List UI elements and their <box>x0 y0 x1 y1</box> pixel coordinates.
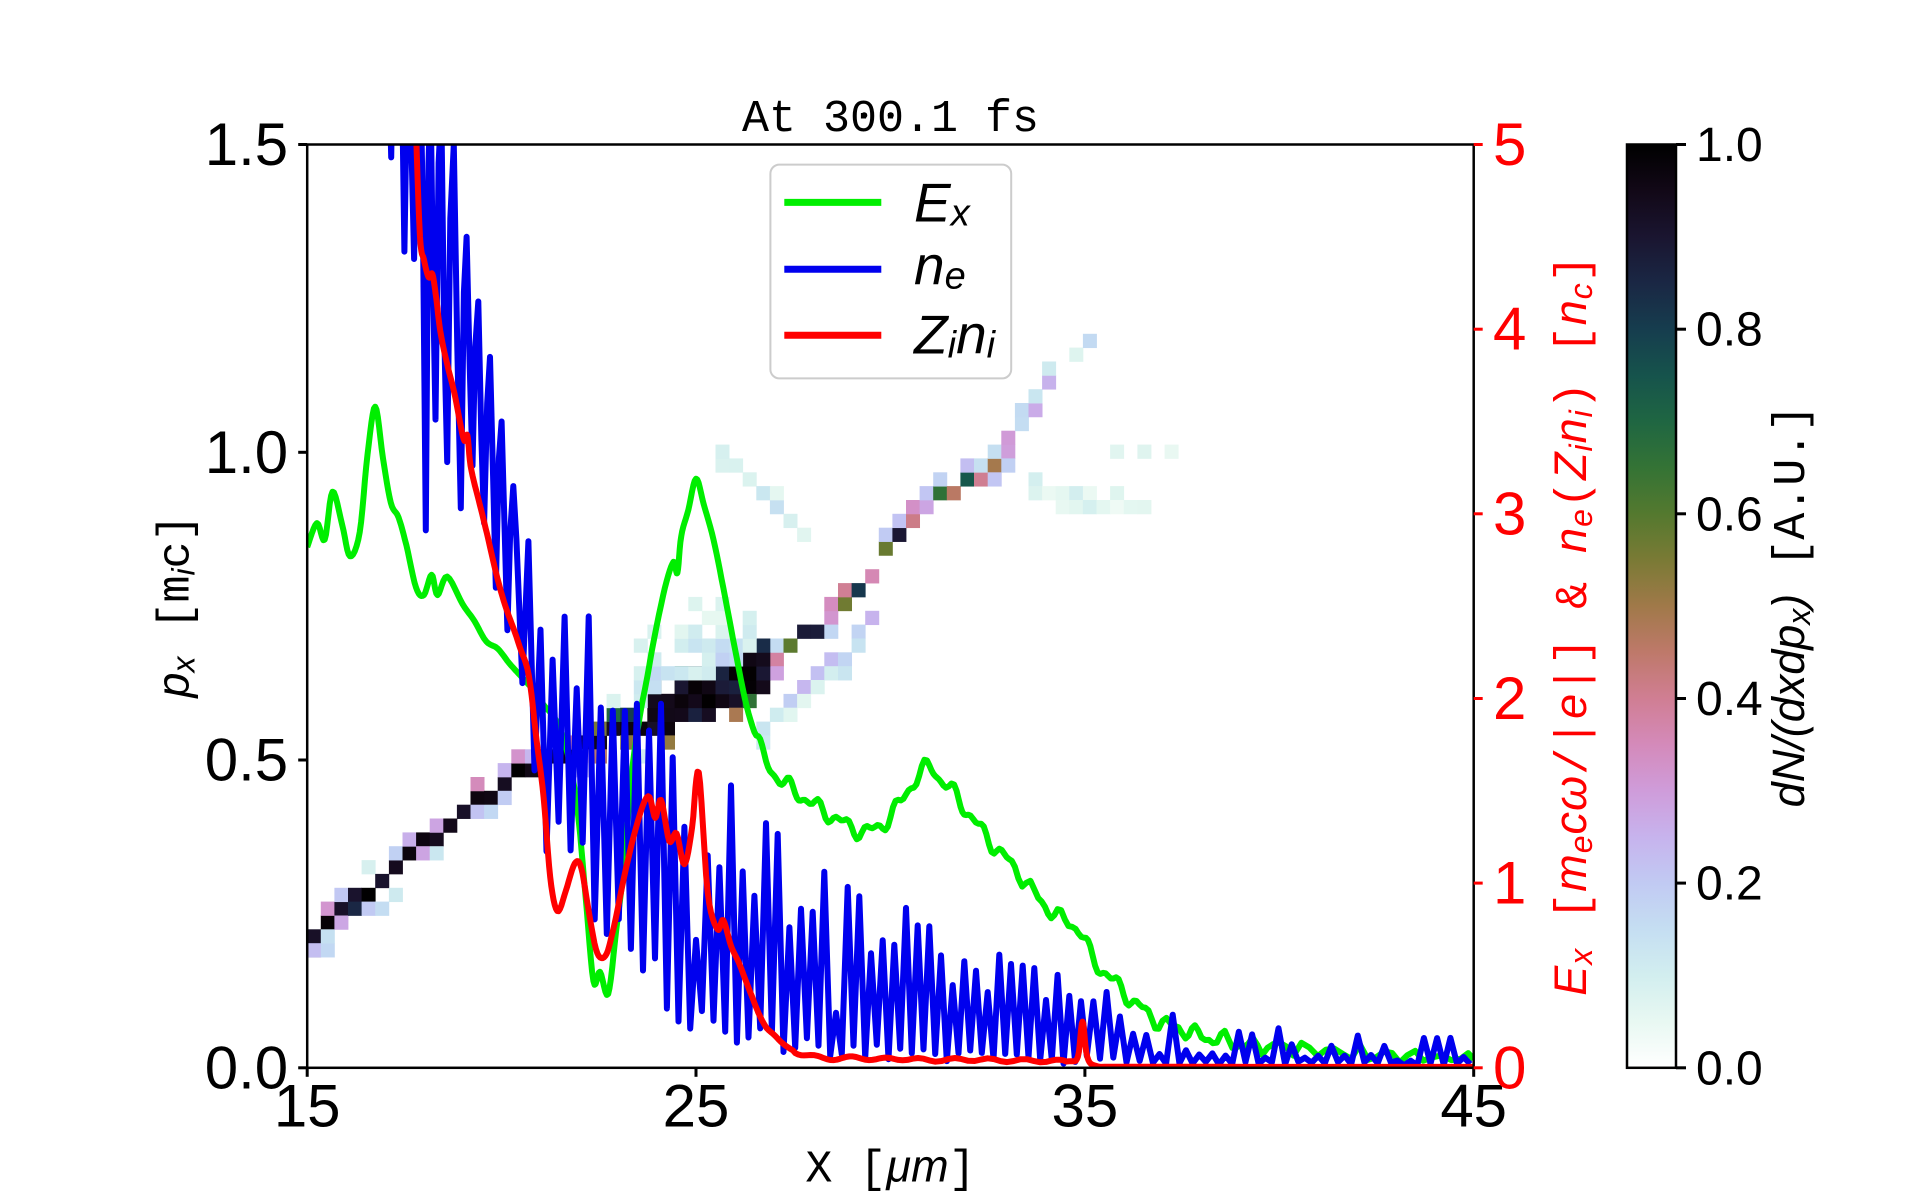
svg-text:1.0: 1.0 <box>205 419 288 486</box>
svg-text:0.0: 0.0 <box>205 1034 288 1101</box>
svg-text:X [μm]: X [μm] <box>805 1141 975 1196</box>
svg-text:1.5: 1.5 <box>205 111 288 178</box>
svg-text:4: 4 <box>1493 296 1526 363</box>
svg-text:dN/(dxdpx) [A.U.]: dN/(dxdpx) [A.U.] <box>1763 405 1818 808</box>
svg-text:0: 0 <box>1493 1034 1526 1101</box>
svg-text:0.2: 0.2 <box>1696 858 1763 911</box>
svg-text:45: 45 <box>1440 1073 1507 1140</box>
svg-text:Zini: Zini <box>912 304 997 367</box>
svg-text:At 300.1 fs: At 300.1 fs <box>742 94 1039 145</box>
svg-text:1.0: 1.0 <box>1696 119 1763 172</box>
svg-text:0.0: 0.0 <box>1696 1042 1763 1095</box>
svg-text:0.4: 0.4 <box>1696 673 1763 726</box>
svg-text:35: 35 <box>1052 1073 1119 1140</box>
svg-text:25: 25 <box>663 1073 730 1140</box>
svg-text:px [mic]: px [mic] <box>148 514 203 699</box>
svg-text:2: 2 <box>1493 665 1526 732</box>
svg-text:Ex [mecω/|e|] & ne(Zini) [nc]: Ex [mecω/|e|] & ne(Zini) [nc] <box>1545 254 1600 996</box>
svg-text:15: 15 <box>274 1073 341 1140</box>
svg-text:0.5: 0.5 <box>205 727 288 794</box>
svg-text:0.6: 0.6 <box>1696 488 1763 541</box>
svg-text:0.8: 0.8 <box>1696 304 1763 357</box>
svg-text:3: 3 <box>1493 480 1526 547</box>
svg-text:5: 5 <box>1493 111 1526 178</box>
svg-text:1: 1 <box>1493 850 1526 917</box>
